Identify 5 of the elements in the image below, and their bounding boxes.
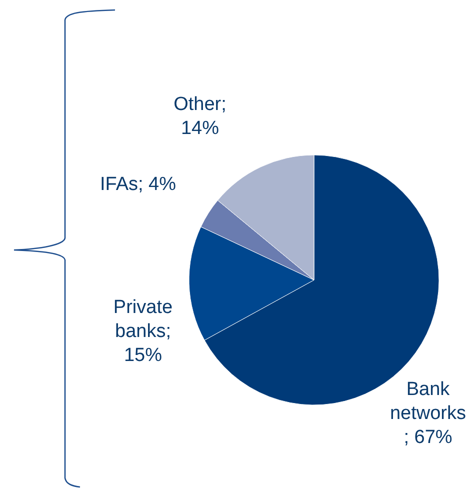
slice-label: Bank networks xyxy=(390,379,466,424)
slice-label: Other; 14% xyxy=(174,94,226,139)
data-label: ; 67% xyxy=(404,427,452,448)
slice-label: IFAs; 4% xyxy=(100,174,176,195)
slice-label: Private banks; 15% xyxy=(113,297,173,366)
